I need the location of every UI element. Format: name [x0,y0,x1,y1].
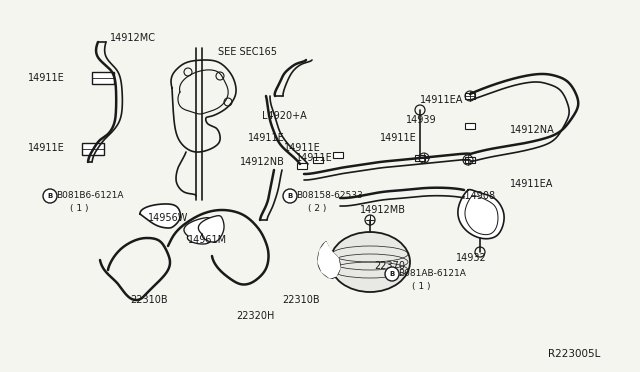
Text: 14911EA: 14911EA [510,179,554,189]
Text: 14912NA: 14912NA [510,125,555,135]
Text: B081B6-6121A: B081B6-6121A [56,192,124,201]
FancyBboxPatch shape [313,157,323,163]
Text: 14939: 14939 [406,115,436,125]
Text: 14911E: 14911E [284,143,321,153]
Text: ( 1 ): ( 1 ) [70,203,88,212]
Text: -14908: -14908 [462,191,496,201]
Text: 14912MC: 14912MC [110,33,156,43]
Text: 14961M: 14961M [188,235,227,245]
Text: 14911E: 14911E [248,133,285,143]
Circle shape [385,267,399,281]
FancyBboxPatch shape [465,157,475,163]
Text: 22310B: 22310B [282,295,319,305]
Circle shape [43,189,57,203]
FancyBboxPatch shape [465,93,475,99]
Ellipse shape [330,232,410,292]
Text: 14911E: 14911E [28,73,65,83]
Text: 14956W: 14956W [148,213,188,223]
Text: 14912MB: 14912MB [360,205,406,215]
Text: B: B [287,193,292,199]
Text: 14911E: 14911E [28,143,65,153]
Text: R223005L: R223005L [548,349,600,359]
Text: B: B [389,271,395,277]
Text: 14932: 14932 [456,253,487,263]
Polygon shape [140,204,180,228]
Polygon shape [202,216,224,242]
Text: ( 1 ): ( 1 ) [412,282,431,291]
Text: 22320H: 22320H [236,311,275,321]
FancyBboxPatch shape [465,123,475,129]
Text: 14911E: 14911E [380,133,417,143]
Polygon shape [458,190,504,238]
FancyBboxPatch shape [415,155,425,161]
FancyBboxPatch shape [92,72,114,84]
Text: 14911EA: 14911EA [420,95,463,105]
Text: B08158-62533: B08158-62533 [296,192,363,201]
Text: B: B [47,193,52,199]
Text: 22370: 22370 [374,261,405,271]
Text: L4920+A: L4920+A [262,111,307,121]
FancyBboxPatch shape [333,152,343,158]
Text: 14911E: 14911E [296,153,333,163]
Circle shape [283,189,297,203]
Text: 22310B: 22310B [130,295,168,305]
Polygon shape [318,242,340,278]
Polygon shape [188,218,216,244]
Text: 14912NB: 14912NB [240,157,285,167]
Text: ( 2 ): ( 2 ) [308,203,326,212]
FancyBboxPatch shape [82,143,104,155]
FancyBboxPatch shape [297,163,307,169]
Text: SEE SEC165: SEE SEC165 [218,47,277,57]
Text: B081AB-6121A: B081AB-6121A [398,269,466,279]
